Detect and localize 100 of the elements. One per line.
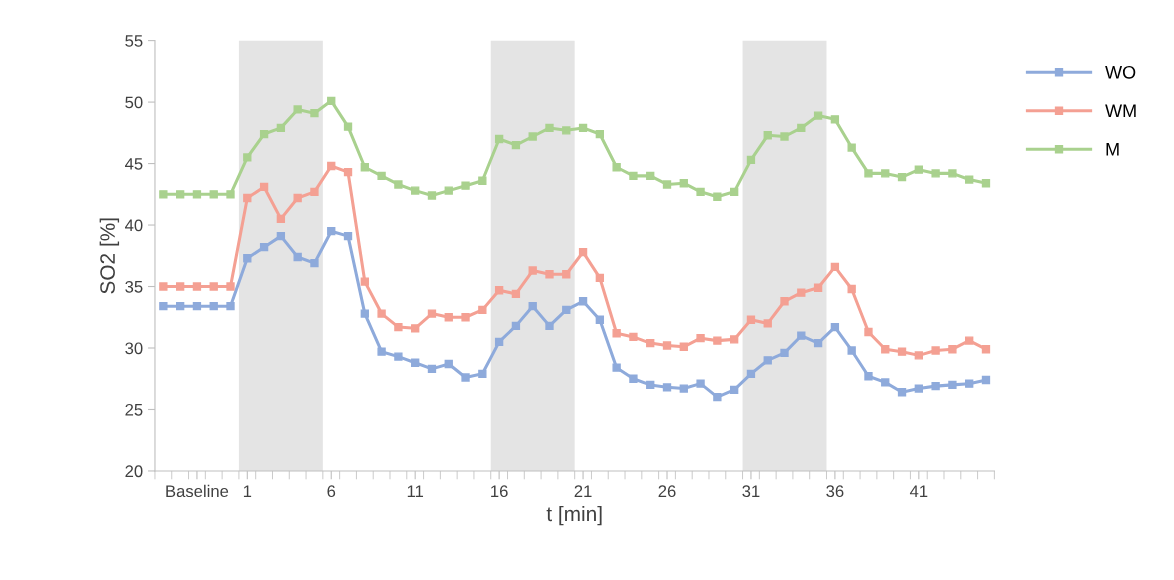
point xyxy=(813,283,823,292)
point xyxy=(427,309,437,318)
point xyxy=(394,322,403,332)
point xyxy=(629,171,638,181)
point xyxy=(763,319,772,328)
point xyxy=(209,302,218,311)
point xyxy=(411,186,420,195)
point xyxy=(343,231,353,241)
point xyxy=(713,192,722,201)
point xyxy=(830,262,840,272)
point xyxy=(713,336,722,345)
point xyxy=(595,315,605,324)
point xyxy=(847,284,856,294)
point xyxy=(612,363,621,372)
point xyxy=(226,282,235,291)
point xyxy=(679,179,688,188)
point xyxy=(578,247,588,257)
point xyxy=(377,347,386,356)
point xyxy=(360,309,369,318)
x-tick-label: 6 xyxy=(327,485,336,498)
point xyxy=(746,315,756,324)
point xyxy=(243,193,252,203)
point xyxy=(797,331,806,340)
point xyxy=(343,122,353,131)
point xyxy=(780,297,789,306)
point xyxy=(612,163,621,172)
y-tick-label: 40 xyxy=(125,219,143,232)
point xyxy=(830,322,840,332)
point xyxy=(897,172,907,182)
point xyxy=(478,176,487,185)
point xyxy=(276,123,286,133)
point xyxy=(377,309,386,318)
y-axis-title: SO2 [%] xyxy=(99,218,120,294)
point xyxy=(293,252,302,262)
point xyxy=(948,345,957,354)
point xyxy=(444,313,453,322)
point xyxy=(461,181,470,190)
point xyxy=(310,187,319,197)
y-tick-label: 55 xyxy=(125,35,143,47)
point xyxy=(646,171,655,181)
point xyxy=(931,169,940,178)
x-tick-label: 26 xyxy=(658,485,676,498)
point xyxy=(427,364,437,374)
point xyxy=(293,105,302,114)
point xyxy=(931,346,940,355)
x-tick-label: 36 xyxy=(826,485,844,498)
point xyxy=(276,214,286,224)
point xyxy=(528,302,537,311)
point xyxy=(813,338,823,348)
point xyxy=(914,351,923,360)
point xyxy=(881,378,890,387)
point xyxy=(679,384,688,393)
y-tick-label: 30 xyxy=(125,342,143,355)
point xyxy=(259,129,269,139)
point xyxy=(494,134,504,144)
point xyxy=(545,321,554,331)
point xyxy=(511,289,521,299)
legend-label: M xyxy=(1106,143,1119,156)
x-tick-label: 16 xyxy=(491,485,508,498)
point xyxy=(729,335,739,344)
point xyxy=(847,143,856,152)
x-tick-label: 11 xyxy=(407,485,424,497)
point xyxy=(461,313,470,322)
point xyxy=(562,305,571,315)
point xyxy=(746,369,756,378)
point xyxy=(864,327,873,337)
point xyxy=(662,341,672,350)
x-tick-label: 1 xyxy=(243,485,252,497)
point xyxy=(461,373,470,382)
point xyxy=(847,346,856,355)
point xyxy=(629,374,638,383)
point xyxy=(377,171,386,181)
y-tick-label: 50 xyxy=(125,96,143,109)
point xyxy=(511,321,521,331)
point xyxy=(797,123,806,133)
point xyxy=(478,369,487,378)
point xyxy=(175,302,185,311)
point xyxy=(629,332,638,342)
point xyxy=(830,115,840,124)
point xyxy=(192,190,202,199)
x-tick-label: 41 xyxy=(909,485,928,497)
point xyxy=(965,379,974,388)
point xyxy=(444,359,453,369)
point xyxy=(528,266,537,275)
point xyxy=(881,169,890,178)
point xyxy=(259,243,269,252)
x-tick-label: 31 xyxy=(742,485,760,498)
point xyxy=(327,96,336,106)
point xyxy=(948,380,957,390)
point xyxy=(310,258,319,268)
y-tick-label: 25 xyxy=(125,403,143,416)
point xyxy=(444,186,453,195)
point xyxy=(511,140,521,150)
point xyxy=(159,282,168,291)
point xyxy=(276,231,286,241)
point xyxy=(780,132,789,141)
point xyxy=(679,342,688,351)
point xyxy=(780,348,789,358)
x-tick-label: 21 xyxy=(574,485,592,497)
point xyxy=(813,111,823,120)
